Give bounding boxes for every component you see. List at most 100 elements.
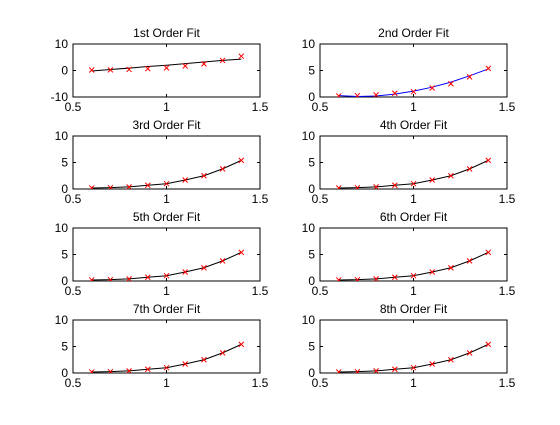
subplot-7: 7th Order Fit 0.5 1 1.5 0 5 10: [55, 302, 269, 390]
x-tick-label: 1: [163, 192, 170, 206]
data-point-x-marker: [391, 182, 398, 189]
y-tick-label: 5: [61, 156, 68, 170]
data-point-x-marker: [182, 269, 189, 275]
y-tick-label: 0: [61, 64, 68, 78]
plot-area: [319, 227, 508, 282]
x-tick-label: 1: [163, 376, 170, 390]
plot-data: [335, 341, 492, 373]
x-tick-label: 0.5: [312, 192, 329, 206]
data-point-x-marker: [448, 264, 454, 271]
data-point-x-marker: [485, 341, 492, 348]
y-tick-label: 5: [308, 64, 315, 78]
data-point-x-marker: [354, 92, 361, 97]
subplot-1: 1st Order Fit 0.5 1 1.5 -10 0 10: [51, 26, 269, 114]
data-point-x-marker: [485, 249, 492, 256]
data-point-x-marker: [144, 274, 151, 281]
data-point-x-marker: [219, 350, 226, 356]
y-tick-label: 10: [302, 37, 316, 51]
plot-area: [72, 135, 261, 190]
data-point-x-marker: [219, 166, 226, 172]
subplot-5: 5th Order Fit 0.5 1 1.5 0 5 10: [55, 210, 269, 298]
plot-area: [319, 135, 508, 190]
y-tick-label: 0: [308, 90, 315, 104]
data-point-x-marker: [144, 65, 151, 72]
data-point-x-marker: [466, 74, 473, 80]
data-point-x-marker: [410, 180, 417, 187]
x-tick-label: 0.5: [312, 284, 329, 298]
subplot-title: 3rd Order Fit: [132, 118, 201, 132]
data-point-x-marker: [354, 368, 361, 373]
plot-data: [335, 157, 492, 189]
data-point-x-marker: [107, 368, 114, 373]
data-point-x-marker: [126, 368, 132, 373]
data-point-x-marker: [182, 361, 189, 367]
plot-area: [72, 43, 261, 98]
data-point-x-marker: [88, 369, 95, 373]
data-point-x-marker: [182, 63, 189, 69]
data-point-x-marker: [373, 184, 379, 189]
data-point-x-marker: [410, 364, 417, 371]
data-point-x-marker: [391, 90, 398, 97]
data-point-x-marker: [335, 185, 342, 189]
y-tick-label: 5: [308, 156, 315, 170]
data-point-x-marker: [466, 350, 473, 356]
data-point-x-marker: [335, 369, 342, 373]
data-point-x-marker: [373, 276, 379, 281]
x-tick-label: 0.5: [65, 376, 82, 390]
y-tick-label: 10: [55, 313, 69, 327]
data-point-x-marker: [107, 184, 114, 189]
x-tick-label: 1.5: [252, 376, 269, 390]
data-point-x-marker: [335, 277, 342, 281]
y-tick-label: 10: [302, 129, 316, 143]
x-tick-label: 1.5: [252, 284, 269, 298]
data-point-x-marker: [219, 57, 226, 64]
data-point-x-marker: [163, 364, 170, 371]
data-point-x-marker: [466, 166, 473, 172]
data-point-x-marker: [354, 276, 361, 281]
data-point-x-marker: [429, 269, 436, 275]
x-tick-label: 1: [163, 100, 170, 114]
subplot-title: 1st Order Fit: [133, 26, 200, 40]
subplot-title: 8th Order Fit: [380, 302, 448, 316]
data-point-x-marker: [410, 88, 417, 95]
y-tick-label: 10: [55, 37, 69, 51]
y-tick-label: 5: [308, 248, 315, 262]
x-tick-label: 1: [163, 284, 170, 298]
subplot-4: 4th Order Fit 0.5 1 1.5 0 5 10: [302, 118, 516, 206]
x-tick-label: 1: [410, 100, 417, 114]
data-point-x-marker: [238, 341, 245, 348]
y-tick-label: 0: [61, 182, 68, 196]
x-tick-label: 1.5: [499, 376, 516, 390]
y-tick-label: 10: [55, 221, 69, 235]
data-point-x-marker: [163, 180, 170, 187]
data-point-x-marker: [354, 184, 361, 189]
y-tick-label: 5: [308, 340, 315, 354]
x-tick-label: 0.5: [312, 100, 329, 114]
x-tick-label: 1.5: [499, 100, 516, 114]
data-point-x-marker: [466, 258, 473, 264]
y-tick-label: 5: [61, 340, 68, 354]
x-tick-label: 1.5: [499, 284, 516, 298]
data-point-x-marker: [201, 264, 207, 271]
data-point-x-marker: [88, 185, 95, 189]
data-point-x-marker: [144, 182, 151, 189]
y-tick-label: 0: [308, 274, 315, 288]
data-point-x-marker: [126, 184, 132, 189]
plot-data: [88, 249, 245, 281]
plot-data: [88, 341, 245, 373]
x-tick-label: 1.5: [252, 100, 269, 114]
plot-area: [319, 43, 508, 98]
data-point-x-marker: [201, 61, 207, 67]
data-point-x-marker: [219, 258, 226, 264]
y-tick-label: 0: [61, 274, 68, 288]
x-tick-label: 0.5: [65, 100, 82, 114]
y-tick-label: -10: [51, 90, 69, 104]
subplot-6: 6th Order Fit 0.5 1 1.5 0 5 10: [302, 210, 516, 298]
plot-data: [88, 157, 245, 189]
data-point-x-marker: [201, 172, 207, 179]
data-point-x-marker: [373, 92, 379, 97]
data-point-x-marker: [448, 172, 454, 179]
data-point-x-marker: [107, 66, 114, 73]
